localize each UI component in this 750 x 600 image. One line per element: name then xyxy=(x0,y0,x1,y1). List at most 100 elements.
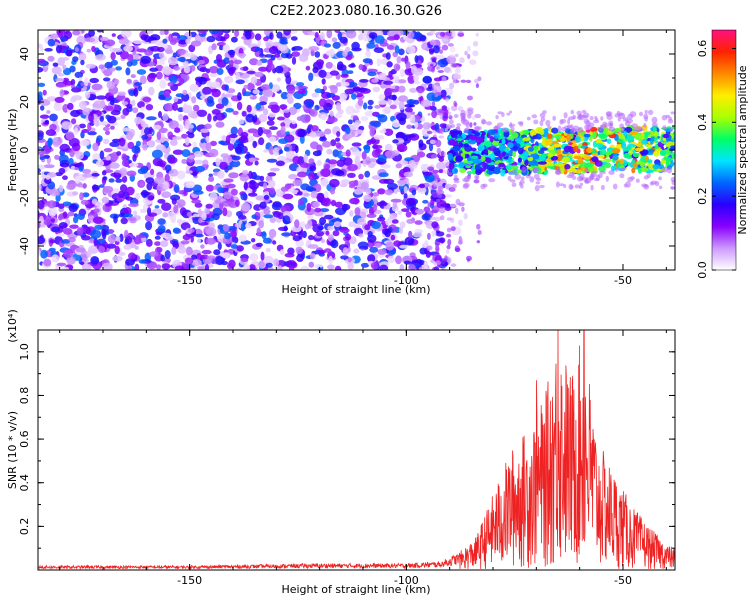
heatmap-cell xyxy=(510,126,515,133)
heatmap-cell xyxy=(199,67,208,73)
heatmap-cell xyxy=(123,244,132,250)
heatmap-cell xyxy=(436,66,440,70)
heatmap-cell xyxy=(335,169,345,177)
heatmap-cell xyxy=(314,32,319,38)
heatmap-cell xyxy=(208,173,213,178)
heatmap-cell xyxy=(178,39,188,45)
heatmap-cell xyxy=(103,148,113,153)
heatmap-cell xyxy=(275,65,284,74)
heatmap-cell xyxy=(348,63,356,68)
heatmap-cell xyxy=(336,131,341,137)
heatmap-cell xyxy=(150,168,155,175)
heatmap-cell xyxy=(99,150,105,160)
heatmap-cell xyxy=(242,66,249,72)
heatmap-cell xyxy=(264,54,274,58)
heatmap-cell xyxy=(377,188,386,195)
heatmap-cell xyxy=(562,156,571,163)
heatmap-cell xyxy=(398,48,405,56)
heatmap-cell xyxy=(58,184,64,193)
heatmap-cell xyxy=(119,137,126,147)
heatmap-cell xyxy=(198,217,203,224)
heatmap-cell xyxy=(258,260,265,269)
heatmap-cell xyxy=(45,174,51,180)
heatmap-cell xyxy=(109,141,120,147)
heatmap-cell xyxy=(500,169,506,177)
heatmap-cell xyxy=(672,131,675,136)
heatmap-cell xyxy=(243,181,248,191)
heatmap-cell xyxy=(361,151,367,160)
heatmap-cell xyxy=(555,181,560,188)
heatmap-cell xyxy=(624,121,631,127)
x-tick-label: -50 xyxy=(614,574,632,587)
heatmap-cell xyxy=(38,248,41,257)
heatmap-cell xyxy=(467,45,471,52)
heatmap-cell xyxy=(131,99,136,107)
heatmap-cell xyxy=(62,211,68,219)
heatmap-cell xyxy=(224,84,229,92)
heatmap-cell xyxy=(336,159,346,167)
heatmap-cell xyxy=(72,191,79,196)
heatmap-cell xyxy=(139,181,145,187)
heatmap-cell xyxy=(512,150,517,158)
heatmap-cell xyxy=(427,245,433,251)
heatmap-cell xyxy=(221,97,229,106)
heatmap-cell xyxy=(127,217,137,222)
heatmap-cell xyxy=(252,140,257,149)
heatmap-cell xyxy=(346,134,351,140)
heatmap-cell xyxy=(207,113,212,123)
heatmap-cell xyxy=(115,95,125,100)
heatmap-cell xyxy=(670,145,675,149)
heatmap-cell xyxy=(158,94,167,101)
heatmap-cell xyxy=(127,252,136,260)
heatmap-cell xyxy=(213,249,221,256)
heatmap-cell xyxy=(116,151,122,156)
heatmap-cell xyxy=(158,111,162,118)
heatmap-cell xyxy=(134,116,143,125)
heatmap-cell xyxy=(167,131,174,140)
heatmap-cell xyxy=(55,172,63,177)
heatmap-cell xyxy=(327,116,338,123)
heatmap-cell xyxy=(497,111,503,115)
heatmap-cell xyxy=(197,59,205,65)
heatmap-cell xyxy=(156,264,162,270)
heatmap-cell xyxy=(169,75,178,85)
heatmap-cell xyxy=(62,228,73,235)
heatmap-cell xyxy=(451,183,457,189)
heatmap-cell xyxy=(435,198,441,203)
heatmap-cell xyxy=(405,211,412,218)
heatmap-cell xyxy=(330,239,339,249)
heatmap-cell xyxy=(190,40,202,47)
heatmap-cell xyxy=(270,167,280,172)
heatmap-cell xyxy=(50,218,56,223)
heatmap-cell xyxy=(185,38,191,44)
colorbar-tick-label: 0.4 xyxy=(696,114,709,132)
heatmap-cell xyxy=(261,231,267,240)
heatmap-cell xyxy=(254,71,264,78)
heatmap-cell xyxy=(140,191,151,196)
heatmap-cell xyxy=(357,241,369,249)
heatmap-cell xyxy=(537,150,545,154)
heatmap-cell xyxy=(371,221,381,230)
heatmap-cell xyxy=(281,232,292,237)
heatmap-cell xyxy=(193,104,200,112)
heatmap-cell xyxy=(182,60,189,67)
heatmap-cell xyxy=(221,252,230,259)
heatmap-cell xyxy=(39,156,45,161)
heatmap-cell xyxy=(254,160,259,166)
heatmap-cell xyxy=(66,49,73,57)
heatmap-cell xyxy=(357,33,364,41)
heatmap-cell xyxy=(413,68,424,76)
heatmap-cell xyxy=(397,210,403,215)
heatmap-cell xyxy=(564,125,571,130)
heatmap-cell xyxy=(288,106,297,116)
heatmap-cell xyxy=(38,164,46,170)
heatmap-cell xyxy=(626,134,633,142)
heatmap-cell xyxy=(110,125,115,130)
heatmap-cell xyxy=(38,146,41,156)
heatmap-cell xyxy=(106,81,116,89)
heatmap-cell xyxy=(178,113,184,121)
heatmap-cell xyxy=(589,116,594,121)
heatmap-cell xyxy=(366,213,377,218)
heatmap-cell xyxy=(78,123,86,129)
heatmap-cell xyxy=(559,183,565,187)
